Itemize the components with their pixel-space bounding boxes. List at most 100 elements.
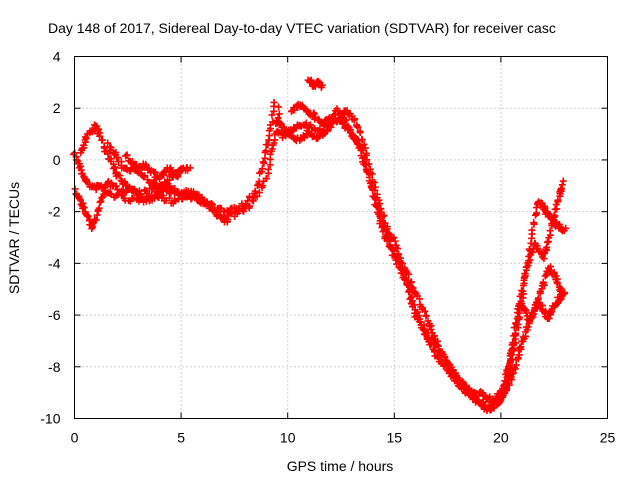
series-track-d xyxy=(104,139,231,226)
data-point xyxy=(353,140,361,148)
data-point xyxy=(383,223,391,231)
data-point xyxy=(514,355,522,363)
data-point xyxy=(371,186,379,194)
data-point xyxy=(71,185,79,193)
data-point xyxy=(141,172,149,180)
data-point xyxy=(303,106,311,114)
y-tick-label: -4 xyxy=(48,255,61,271)
data-point xyxy=(88,225,96,233)
data-point xyxy=(321,117,329,125)
data-point xyxy=(249,193,257,201)
data-point xyxy=(114,154,122,162)
data-point xyxy=(268,111,276,119)
data-point xyxy=(314,134,322,142)
data-point xyxy=(263,174,271,182)
data-point xyxy=(513,315,521,323)
data-point xyxy=(116,172,124,180)
data-point xyxy=(255,178,263,186)
data-point xyxy=(334,107,342,115)
data-point xyxy=(518,287,526,295)
data-point xyxy=(315,132,323,140)
data-point xyxy=(441,361,449,369)
data-point xyxy=(534,296,542,304)
data-point xyxy=(505,360,513,368)
data-point xyxy=(394,254,402,262)
data-point xyxy=(528,226,536,234)
data-point xyxy=(298,101,306,109)
data-point xyxy=(140,173,148,181)
data-point xyxy=(509,339,517,347)
data-point xyxy=(356,129,364,137)
data-point xyxy=(155,182,163,190)
data-point xyxy=(89,220,97,228)
data-point xyxy=(365,170,373,178)
data-point xyxy=(501,377,509,385)
data-point xyxy=(557,184,565,192)
grid-lines xyxy=(74,56,608,419)
data-point xyxy=(162,168,170,176)
data-point xyxy=(551,212,559,220)
data-point xyxy=(226,205,234,213)
data-point xyxy=(260,159,268,167)
data-point xyxy=(264,165,272,173)
data-point xyxy=(390,234,398,242)
data-point xyxy=(546,227,554,235)
data-point xyxy=(521,270,529,278)
data-point xyxy=(84,212,92,220)
data-point xyxy=(79,202,87,210)
data-point xyxy=(361,154,369,162)
data-point xyxy=(434,342,442,350)
data-point xyxy=(404,281,412,289)
data-point xyxy=(397,259,405,267)
x-tick-labels: 0 5 10 15 20 25 xyxy=(71,430,616,446)
data-point xyxy=(142,161,150,169)
data-points xyxy=(70,76,570,414)
data-point xyxy=(414,308,421,316)
data-point xyxy=(236,204,244,212)
data-point xyxy=(448,371,456,379)
data-point xyxy=(148,192,156,200)
y-tick-label: -10 xyxy=(40,411,60,427)
data-point xyxy=(97,197,105,205)
y-tick-labels: -10 -8 -6 -4 -2 0 2 4 xyxy=(40,49,60,427)
data-point xyxy=(307,77,315,85)
data-point xyxy=(270,98,278,106)
data-point xyxy=(360,140,368,148)
data-point xyxy=(409,297,417,305)
data-point xyxy=(390,247,398,255)
data-point xyxy=(406,286,414,294)
data-point xyxy=(515,302,523,310)
data-point xyxy=(132,187,140,195)
data-point xyxy=(427,340,435,348)
data-point xyxy=(562,224,570,232)
data-point xyxy=(186,164,194,172)
data-point xyxy=(93,211,101,219)
x-tick-label: 0 xyxy=(71,430,79,446)
data-point xyxy=(351,115,359,123)
data-point xyxy=(547,309,555,317)
data-point xyxy=(517,297,525,305)
data-point xyxy=(558,181,566,189)
y-tick-label: 4 xyxy=(53,49,61,65)
data-point xyxy=(516,344,524,352)
data-point xyxy=(264,141,272,149)
data-point xyxy=(407,294,415,302)
plot-frame xyxy=(74,56,608,419)
chart-title: Day 148 of 2017, Sidereal Day-to-day VTE… xyxy=(48,20,556,36)
series-track-f xyxy=(272,114,569,414)
y-tick-label: 0 xyxy=(53,152,61,168)
data-point xyxy=(96,132,104,140)
data-point xyxy=(512,329,520,337)
data-point xyxy=(159,192,167,200)
data-point xyxy=(112,182,120,190)
data-point xyxy=(268,145,276,153)
data-point xyxy=(323,127,331,135)
y-tick-label: 2 xyxy=(53,100,61,116)
data-point xyxy=(539,278,547,286)
data-point xyxy=(258,165,266,173)
data-point xyxy=(543,238,551,246)
data-point xyxy=(310,109,318,117)
data-point xyxy=(176,169,184,177)
data-point xyxy=(512,320,520,328)
